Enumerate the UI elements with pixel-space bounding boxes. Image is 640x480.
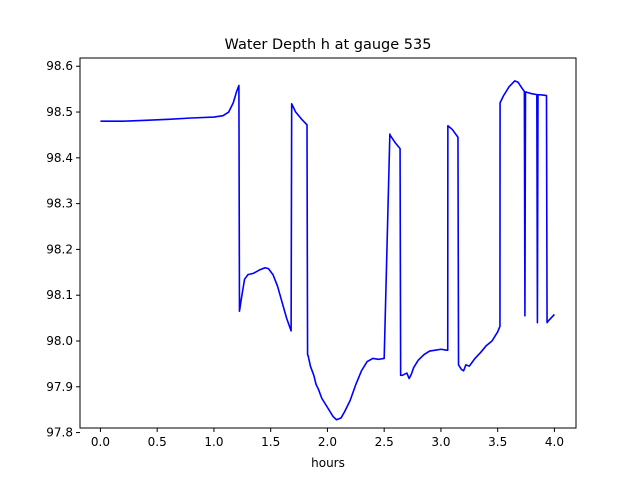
y-tick-label: 98.6: [46, 59, 73, 73]
x-tick-label: 0.5: [148, 435, 167, 449]
x-tick-label: 1.5: [261, 435, 280, 449]
x-tick-label: 1.0: [204, 435, 223, 449]
axes-frame: [79, 57, 577, 429]
x-tick-label: 3.0: [431, 435, 450, 449]
y-tick-label: 98.0: [46, 334, 73, 348]
y-tick-label: 98.4: [46, 151, 73, 165]
y-tick-label: 98.3: [46, 197, 73, 211]
y-tick-label: 98.5: [46, 105, 73, 119]
y-tick-label: 98.1: [46, 288, 73, 302]
y-tick-label: 97.8: [46, 426, 73, 440]
series-line: [100, 80, 556, 421]
x-axis-label: hours: [311, 456, 345, 470]
x-tick-label: 0.0: [91, 435, 110, 449]
x-tick-label: 2.0: [318, 435, 337, 449]
y-tick-label: 97.9: [46, 380, 73, 394]
y-axis-ticks: 97.8 97.9 98.0 98.1 98.2 98.3 98.4 98.5 98.6: [46, 59, 80, 440]
x-tick-label: 2.5: [375, 435, 394, 449]
y-tick-label: 98.2: [46, 242, 73, 256]
x-tick-label: 3.5: [488, 435, 507, 449]
x-axis-ticks: 0.0 0.5 1.0 1.5 2.0 2.5 3.0 3.5 4.0: [91, 428, 564, 449]
x-tick-label: 4.0: [545, 435, 564, 449]
chart-title: Water Depth h at gauge 535: [225, 37, 432, 53]
plot-area: [79, 57, 577, 429]
